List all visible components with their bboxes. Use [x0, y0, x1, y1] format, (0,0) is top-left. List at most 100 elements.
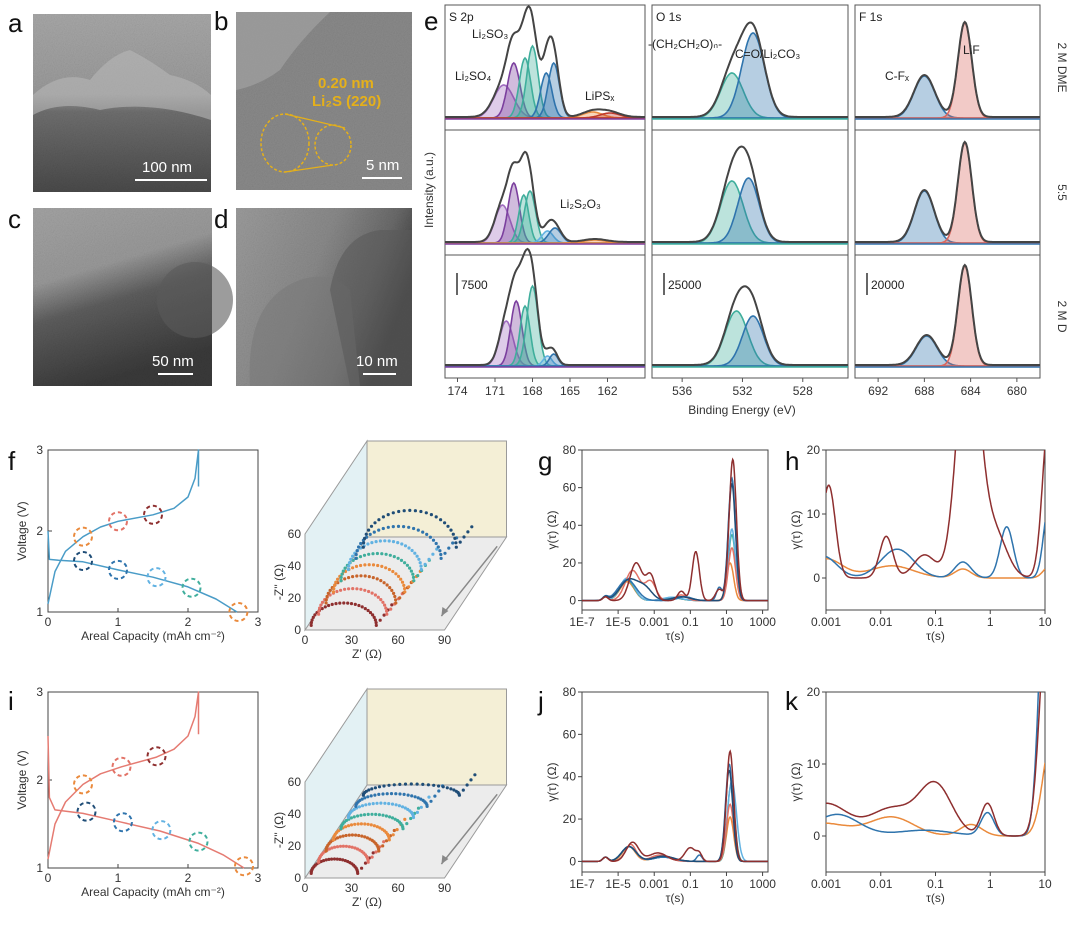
- eis-point-marker: [181, 577, 202, 598]
- nyquist-point: [446, 524, 450, 528]
- nyquist-point: [384, 552, 388, 556]
- nyquist-point: [413, 795, 417, 799]
- nyquist-point: [341, 834, 345, 838]
- nyquist-point: [434, 515, 438, 519]
- y-tick-label: 10: [807, 507, 821, 521]
- nyquist-point: [433, 794, 437, 798]
- y-axis-label: Voltage (V): [15, 501, 29, 560]
- nyquist-point: [357, 833, 361, 838]
- x-tick-label: 10: [1038, 615, 1052, 629]
- nyquist-point: [363, 563, 367, 567]
- nyquist-point: [360, 866, 364, 870]
- nyquist-point: [376, 595, 380, 599]
- nyquist-point: [378, 826, 382, 830]
- nyquist-point: [393, 594, 397, 599]
- panel-label-d: d: [214, 204, 228, 234]
- eis-point-marker: [143, 504, 163, 525]
- nyquist-point: [330, 846, 334, 850]
- nyquist-point: [419, 564, 423, 568]
- drt-chart-k: 0.001 0.01 0.1 1 10 0 10 20 τ(s) γ(τ) (Ω): [789, 685, 1052, 905]
- nyquist-point: [462, 535, 466, 539]
- scale-bar-label: 50 nm: [152, 353, 194, 370]
- y-tick-label: 2: [36, 524, 43, 538]
- nyquist-point: [388, 586, 392, 590]
- nyquist-point: [327, 847, 331, 851]
- callout-line: [284, 113, 346, 129]
- x-tick-label: 528: [793, 384, 813, 398]
- nyquist-point: [394, 601, 398, 605]
- nyquist-point: [364, 532, 368, 536]
- y-axis-label: γ(τ) (Ω): [789, 510, 803, 549]
- arrow-head: [441, 607, 449, 617]
- nyquist-point: [327, 857, 331, 862]
- peak-annotation: Li₂SO₃: [472, 27, 508, 41]
- series-group: [582, 749, 768, 863]
- nyquist-point: [415, 782, 419, 786]
- drt-series: [826, 692, 1042, 837]
- y-tick-label: 20: [807, 443, 821, 457]
- nyquist-point: [347, 845, 351, 849]
- nyquist-point: [406, 793, 410, 797]
- nyquist-point: [403, 544, 408, 548]
- nyquist-point: [415, 554, 419, 558]
- nyquist-point: [392, 783, 396, 787]
- nyquist-point: [377, 792, 381, 797]
- nyquist-point: [381, 813, 385, 817]
- y-tick-label: 80: [563, 443, 577, 457]
- discharge-curve: [47, 530, 238, 613]
- xps-fit-peak: [652, 177, 848, 244]
- nyquist-point: [402, 525, 406, 529]
- xps-fit-peak: [652, 315, 848, 367]
- nyquist-point: [344, 833, 348, 838]
- nyquist-point: [392, 555, 396, 559]
- nyquist-point: [374, 621, 378, 625]
- xps-column-title: S 2p: [449, 10, 474, 24]
- scale-bar-label: 10 nm: [356, 353, 398, 370]
- nyquist-point: [364, 803, 368, 807]
- nyquist-point: [390, 603, 394, 607]
- y-axis-label: γ(τ) (Ω): [545, 762, 559, 801]
- nyquist-point: [336, 577, 340, 581]
- nyquist-point: [365, 836, 369, 840]
- nyquist-point: [394, 803, 398, 807]
- xps-envelope: [445, 150, 645, 243]
- nyquist-point: [432, 783, 436, 787]
- nyquist-point: [411, 815, 416, 820]
- tem-image-c: 50 nm: [33, 208, 233, 386]
- drt-series: [582, 749, 768, 863]
- nyquist-point: [372, 530, 376, 534]
- nyquist-point: [363, 822, 367, 826]
- xps-frame: [854, 4, 1041, 131]
- panel-label-k: k: [785, 686, 799, 716]
- x-tick-label: 0.01: [869, 877, 893, 891]
- y-tick-label: 10: [807, 757, 821, 771]
- xps-cell: 20000: [854, 254, 1041, 379]
- drt-series: [582, 779, 768, 863]
- nyquist-point: [373, 793, 377, 797]
- y-tick-label: 3: [36, 685, 43, 699]
- x-tick-label: 3: [255, 615, 262, 629]
- nyquist-point: [368, 611, 373, 615]
- nyquist-point: [359, 541, 363, 546]
- panel-label-i: i: [8, 686, 14, 716]
- xps-envelope: [445, 5, 645, 118]
- nyquist-point: [370, 591, 374, 595]
- nyquist-point: [335, 845, 340, 849]
- nyquist-point: [412, 579, 416, 583]
- xps-cell: 7500: [444, 247, 646, 379]
- nyquist-point: [387, 783, 391, 787]
- nyquist-point: [334, 580, 338, 584]
- x-tick-label: 1: [987, 877, 994, 891]
- nyquist-point: [405, 563, 409, 567]
- nyquist-point: [320, 600, 325, 604]
- x-tick-label: 90: [438, 633, 452, 647]
- y-tick-label: 0: [569, 854, 576, 868]
- nyquist-point: [425, 532, 429, 537]
- xps-envelope: [855, 20, 1040, 118]
- peak-annotation: -(CH₂CH₂O)ₙ-: [648, 37, 722, 51]
- nyquist-point: [402, 792, 406, 797]
- nyquist-point: [330, 857, 334, 861]
- nyquist-point: [377, 813, 381, 817]
- nyquist-point: [397, 804, 401, 808]
- nyquist-point: [469, 778, 473, 782]
